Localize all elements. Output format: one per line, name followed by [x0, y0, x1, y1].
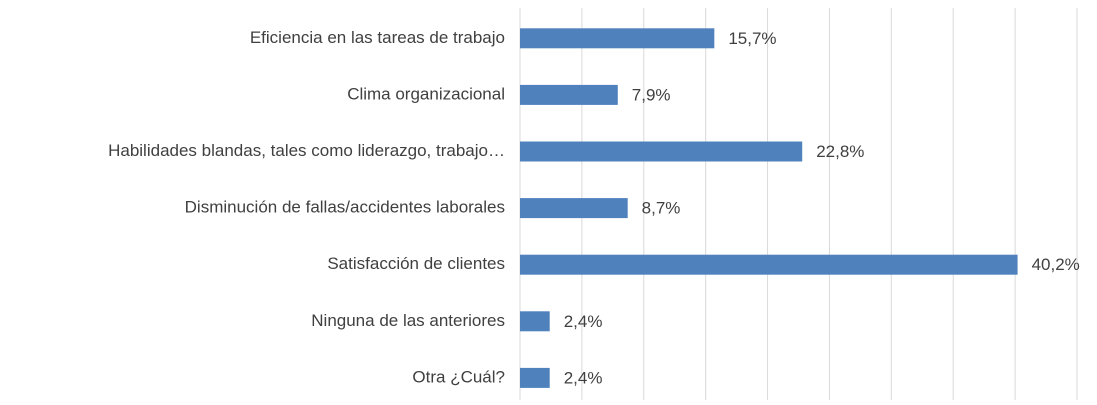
bar — [520, 254, 1018, 275]
y-tick-label: Clima organizacional — [347, 84, 505, 103]
bar — [520, 198, 628, 219]
data-label: 8,7% — [642, 199, 681, 218]
data-label: 15,7% — [728, 29, 776, 48]
data-label: 40,2% — [1032, 255, 1080, 274]
y-tick-label: Disminución de fallas/accidentes laboral… — [185, 198, 505, 217]
data-label: 22,8% — [816, 142, 864, 161]
bar — [520, 84, 618, 105]
bar — [520, 141, 803, 162]
y-tick-label: Satisfacción de clientes — [327, 254, 505, 273]
bar — [520, 367, 550, 388]
y-tick-label: Ninguna de las anteriores — [311, 311, 505, 330]
bar — [520, 311, 550, 332]
y-tick-label: Eficiencia en las tareas de trabajo — [250, 28, 505, 47]
bar — [520, 28, 715, 49]
data-label: 7,9% — [632, 85, 671, 104]
data-label: 2,4% — [564, 368, 603, 387]
y-tick-label: Otra ¿Cuál? — [412, 367, 505, 386]
y-tick-label: Habilidades blandas, tales como liderazg… — [108, 141, 505, 160]
data-label: 2,4% — [564, 312, 603, 331]
